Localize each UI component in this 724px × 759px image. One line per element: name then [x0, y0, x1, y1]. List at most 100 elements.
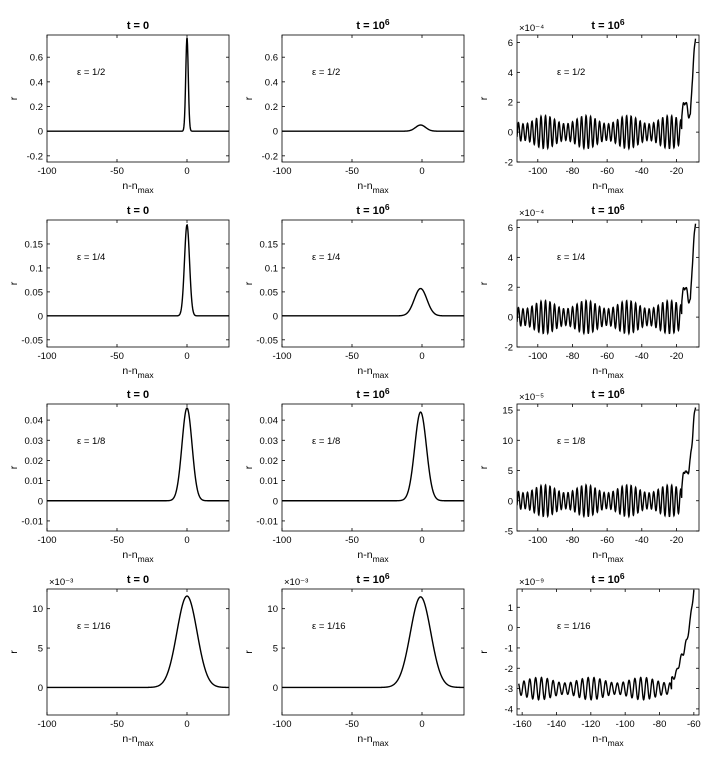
x-axis-label: n-nmax [592, 365, 624, 380]
x-tick-label: -160 [513, 719, 532, 730]
panel-title: t = 106 [591, 571, 624, 586]
y-tick-label: 0.02 [260, 456, 279, 467]
plot-frame [516, 403, 700, 532]
y-tick-label: 0.2 [265, 102, 278, 113]
panel-title: t = 0 [127, 389, 149, 401]
y-axis-label: r [243, 650, 255, 654]
axis-exponent-label: ×10⁻⁵ [519, 392, 544, 403]
series-line [47, 595, 229, 689]
y-tick-label: -0.2 [262, 151, 278, 162]
x-axis-label: n-nmax [122, 549, 154, 564]
x-axis-label: n-nmax [592, 549, 624, 564]
axis-exponent-label: ×10⁻⁴ [519, 23, 544, 34]
y-tick-label: 0 [273, 127, 278, 138]
y-tick-label: 0 [508, 128, 513, 139]
y-tick-label: 10 [502, 436, 513, 447]
plot-frame [281, 403, 465, 532]
y-tick-label: 0.2 [30, 102, 43, 113]
x-tick-label: -50 [110, 166, 124, 177]
x-tick-label: -100 [528, 166, 547, 177]
epsilon-annotation: ε = 1/16 [77, 621, 111, 632]
x-tick-label: -100 [37, 719, 56, 730]
y-tick-label: 0.03 [25, 436, 44, 447]
plot-frame [46, 34, 230, 163]
panel-p-r3c0: -100 -50 0 0 5 10 t = 0 ×10⁻³ ε = 1/16 r n-nmax [8, 574, 230, 748]
epsilon-annotation: ε = 1/8 [312, 436, 340, 447]
y-tick-label: 1 [508, 603, 513, 614]
y-tick-label: 0 [273, 683, 278, 694]
y-tick-label: 0.6 [265, 53, 278, 64]
panel-title: t = 0 [127, 205, 149, 217]
y-tick-label: 15 [502, 406, 513, 417]
x-tick-label: -50 [110, 719, 124, 730]
y-tick-label: 0.04 [260, 416, 279, 427]
x-axis-label: n-nmax [122, 180, 154, 195]
x-tick-label: -100 [528, 535, 547, 546]
y-tick-label: -0.2 [27, 151, 43, 162]
y-axis-label: r [478, 96, 490, 100]
series-line [517, 38, 697, 151]
y-tick-label: 0.01 [25, 476, 44, 487]
panel-title: t = 106 [591, 202, 624, 217]
y-tick-label: -2 [505, 343, 513, 354]
y-tick-label: 0 [38, 311, 43, 322]
x-tick-label: -100 [272, 719, 291, 730]
x-axis-label: n-nmax [122, 733, 154, 748]
x-tick-label: -60 [600, 351, 614, 362]
y-tick-label: 5 [273, 644, 278, 655]
panel-title: t = 106 [591, 17, 624, 32]
y-axis-label: r [8, 465, 20, 469]
y-tick-label: 5 [38, 644, 43, 655]
panel-p-r3c1: -100 -50 0 0 5 10 t = 106 ×10⁻³ ε = 1/16 r n-nmax [243, 571, 465, 748]
series-line [282, 411, 464, 502]
y-tick-label: 0 [38, 127, 43, 138]
epsilon-annotation: ε = 1/16 [557, 621, 591, 632]
x-tick-label: -120 [581, 719, 600, 730]
y-tick-label: 0.4 [265, 77, 278, 88]
epsilon-annotation: ε = 1/4 [557, 252, 585, 263]
y-tick-label: -0.05 [256, 335, 278, 346]
y-tick-label: 0.4 [30, 77, 43, 88]
panel-p-r2c1: -100 -50 0 -0.01 0 0.01 0.02 0.03 0.04 t = 106 ε =… [243, 386, 465, 564]
x-tick-label: 0 [419, 535, 424, 546]
epsilon-annotation: ε = 1/2 [557, 67, 585, 78]
y-axis-label: r [478, 281, 490, 285]
x-axis-label: n-nmax [357, 733, 389, 748]
panel-p-r2c0: -100 -50 0 -0.01 0 0.01 0.02 0.03 0.04 t = 0 ε = 1… [8, 389, 230, 564]
axis-exponent-label: ×10⁻⁹ [519, 577, 544, 588]
plot-frame [46, 588, 230, 716]
epsilon-annotation: ε = 1/4 [77, 252, 105, 263]
x-axis-label: n-nmax [357, 180, 389, 195]
panel-p-r1c0: -100 -50 0 -0.05 0 0.05 0.1 0.15 t = 0 ε = 1/4 r n-… [8, 205, 230, 380]
x-axis-label: n-nmax [592, 733, 624, 748]
y-tick-label: 6 [508, 223, 513, 234]
y-axis-label: r [478, 650, 490, 654]
y-tick-label: 0.05 [260, 287, 279, 298]
x-tick-label: -60 [600, 166, 614, 177]
series-line [518, 589, 695, 701]
y-tick-label: 0 [38, 496, 43, 507]
panel-p-r1c1: -100 -50 0 -0.05 0 0.05 0.1 0.15 t = 106 ε = 1/4 r… [243, 202, 465, 380]
series-line [47, 407, 229, 502]
y-tick-label: 0.1 [30, 263, 43, 274]
y-tick-label: 0.05 [25, 287, 44, 298]
x-tick-label: 0 [184, 351, 189, 362]
x-tick-label: -60 [600, 535, 614, 546]
panel-p-r3c2: -160 -140 -120 -100 -80 -60 -4 -3 -2 -1 0 1 t = 106 ×… [478, 571, 701, 748]
axis-exponent-label: ×10⁻⁴ [519, 208, 544, 219]
x-tick-label: -40 [635, 166, 649, 177]
epsilon-annotation: ε = 1/2 [77, 67, 105, 78]
plot-frame [281, 34, 465, 163]
y-tick-label: 10 [32, 604, 43, 615]
epsilon-annotation: ε = 1/8 [557, 436, 585, 447]
x-tick-label: -50 [345, 719, 359, 730]
x-tick-label: -100 [37, 535, 56, 546]
axis-exponent-label: ×10⁻³ [284, 577, 308, 588]
panel-title: t = 106 [591, 386, 624, 401]
x-tick-label: 0 [419, 719, 424, 730]
y-tick-label: 4 [508, 253, 513, 264]
plot-frame [516, 34, 700, 163]
x-tick-label: 0 [419, 166, 424, 177]
